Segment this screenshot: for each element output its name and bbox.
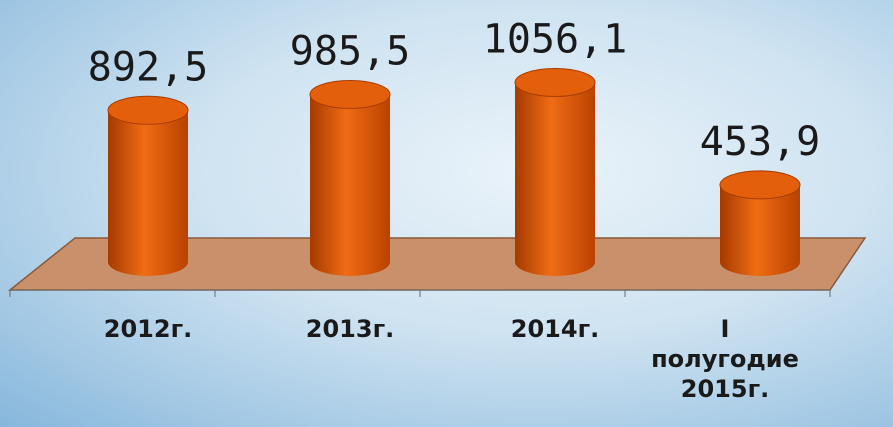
x-tick-label: I полугодие 2015г. <box>651 315 799 403</box>
bar <box>720 184 800 276</box>
bar <box>515 82 595 276</box>
value-label: 1056,1 <box>483 16 628 62</box>
x-tick-label: 2013г. <box>305 315 395 343</box>
bar-top <box>309 79 391 109</box>
bar-top <box>514 67 596 97</box>
value-label: 985,5 <box>290 28 410 74</box>
x-tick-label: 2014г. <box>510 315 600 343</box>
bar-top <box>107 95 189 125</box>
x-tick-label: 2012г. <box>103 315 193 343</box>
value-label: 892,5 <box>88 44 208 90</box>
bar <box>310 94 390 276</box>
value-label: 453,9 <box>700 119 820 165</box>
bar <box>108 110 188 277</box>
axis-ticks <box>9 290 831 297</box>
bar-top <box>719 170 801 200</box>
